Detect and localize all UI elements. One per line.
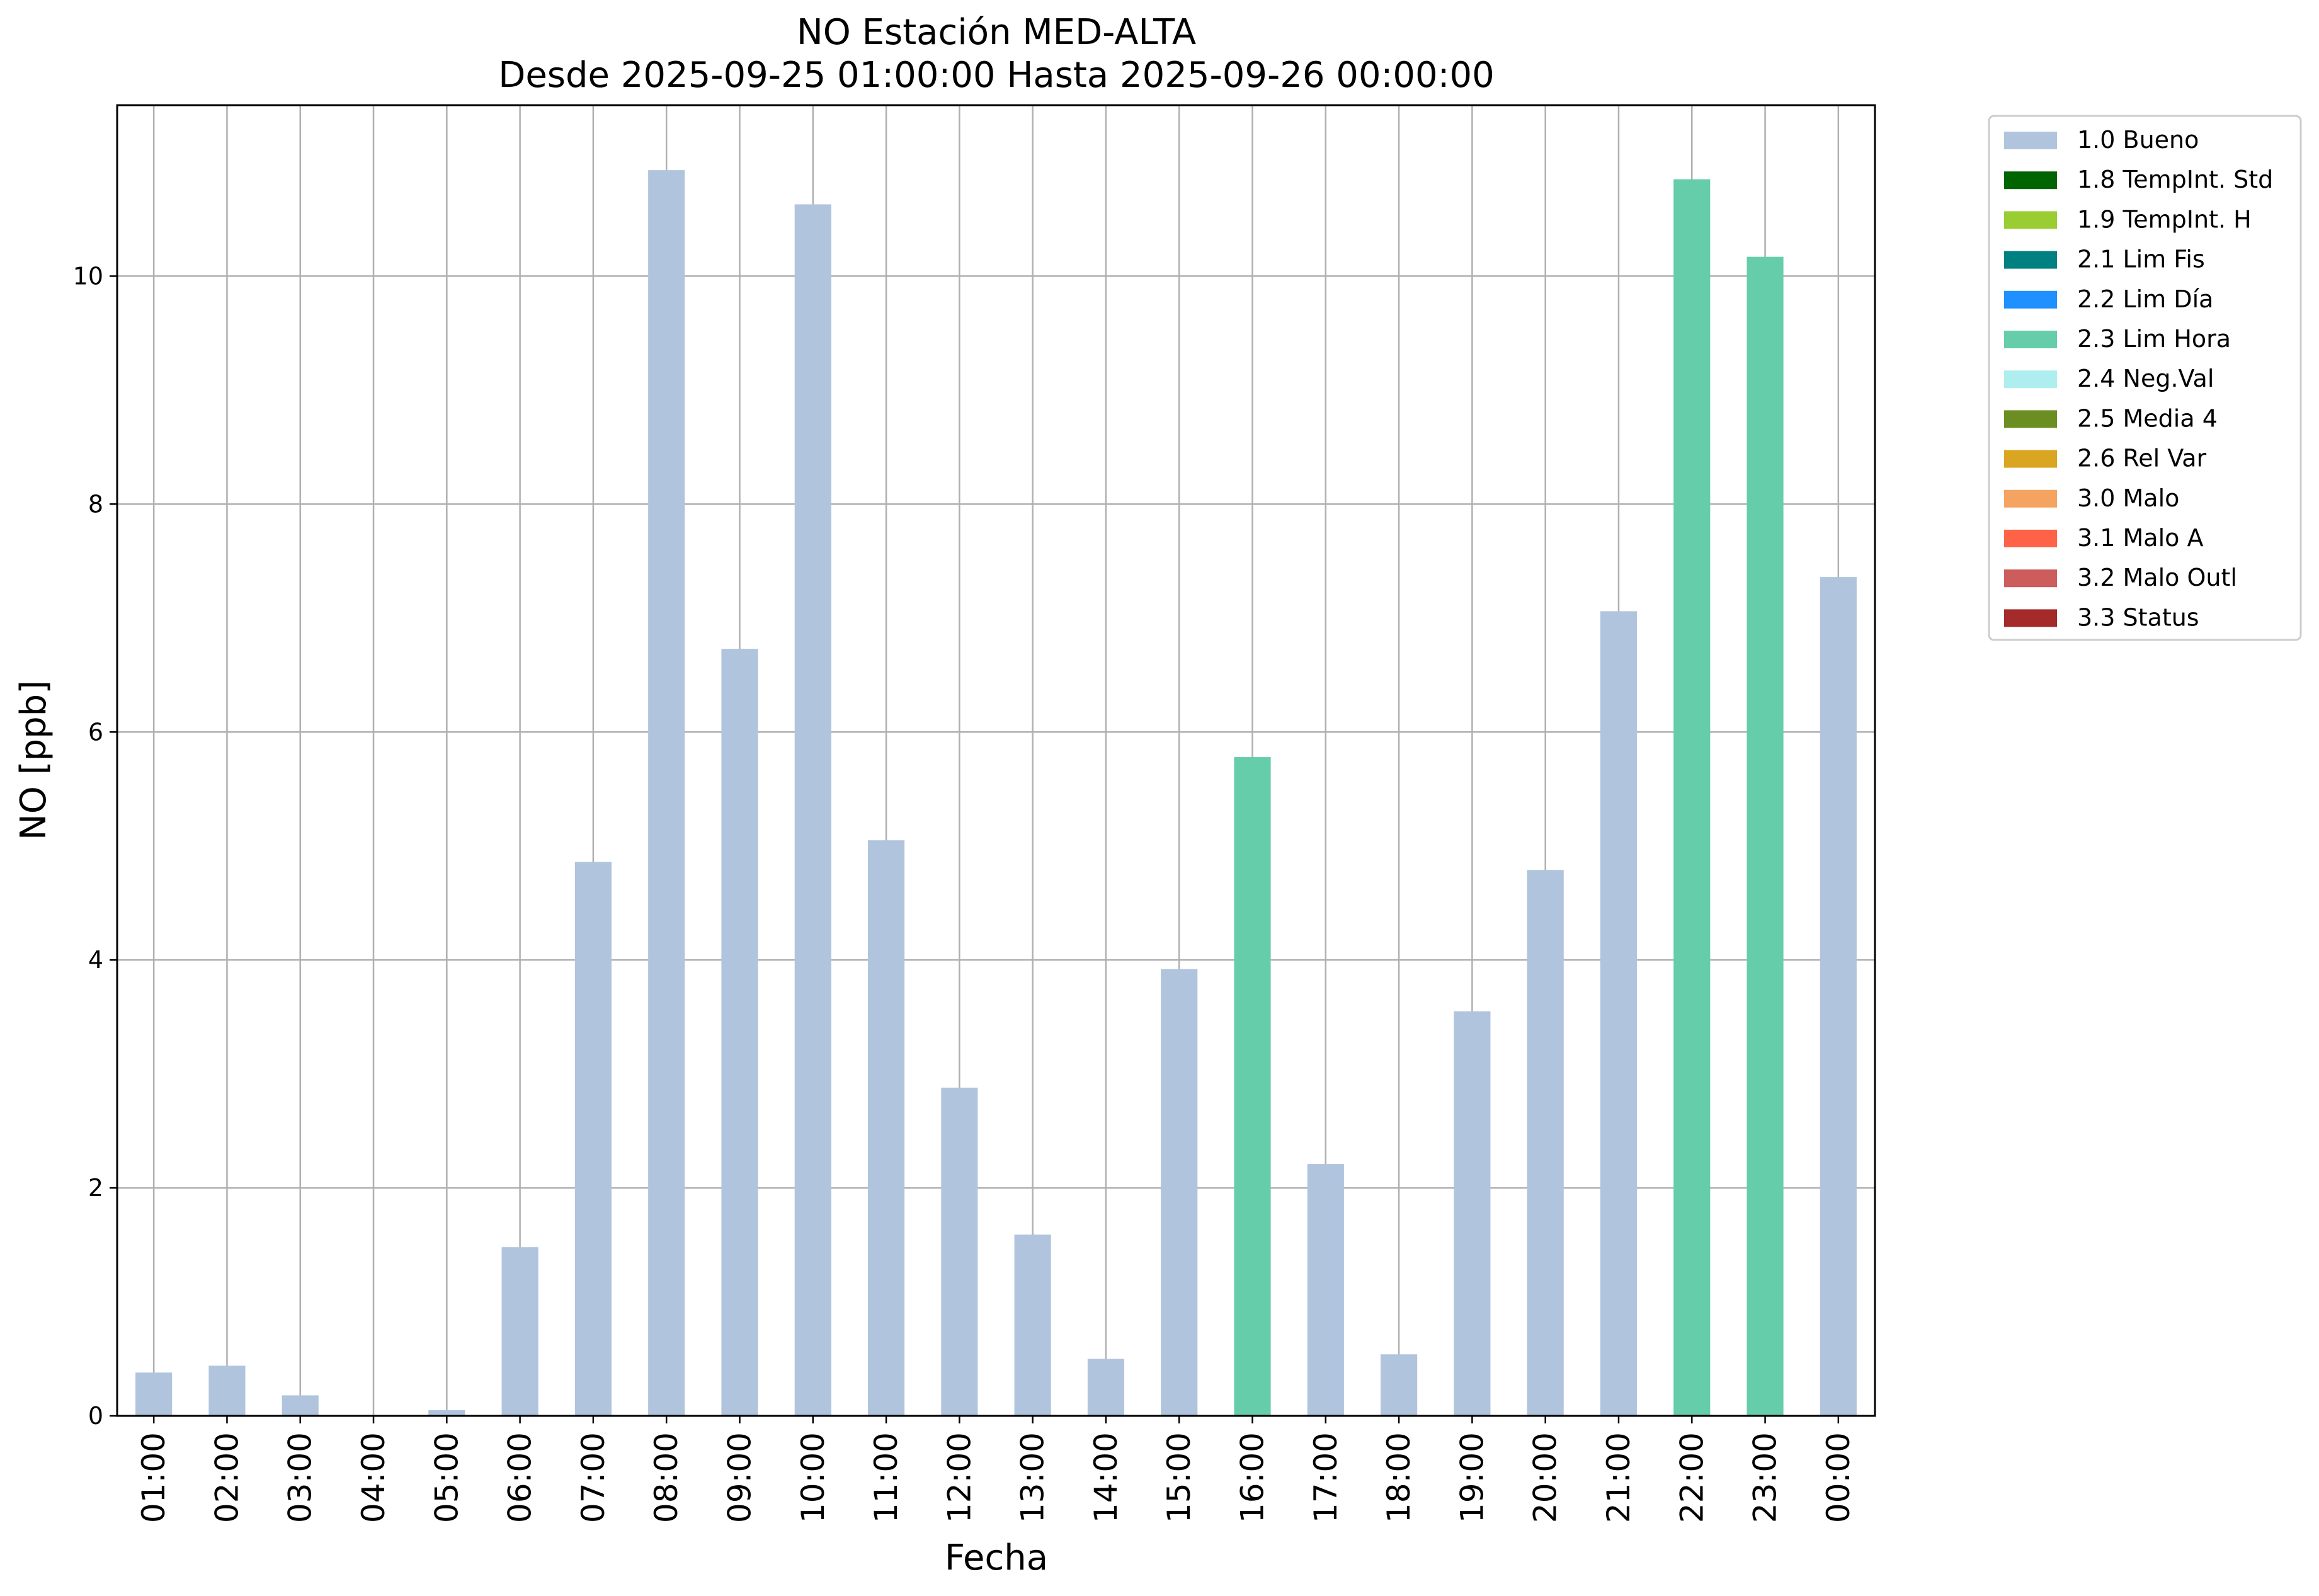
legend-swatch <box>2004 331 2057 348</box>
bar-09:00 <box>721 649 758 1416</box>
y-tick-label: 6 <box>88 718 103 746</box>
x-tick-label: 10:00 <box>795 1432 831 1523</box>
legend: 1.0 Bueno 1.8 TempInt. Std 1.9 TempInt. H 2… <box>1988 115 2302 641</box>
legend-label: 2.5 Media 4 <box>2077 404 2218 432</box>
x-tick-label: 03:00 <box>282 1432 319 1523</box>
x-tick-label: 23:00 <box>1747 1432 1784 1523</box>
legend-box <box>1988 115 2302 641</box>
x-tick-label: 15:00 <box>1161 1432 1197 1523</box>
x-tick-label: 00:00 <box>1820 1432 1857 1523</box>
bar-16:00 <box>1234 757 1271 1416</box>
legend-label: 3.3 Status <box>2077 603 2199 631</box>
bar-21:00 <box>1600 611 1638 1416</box>
y-tick-label: 0 <box>88 1402 103 1430</box>
bar-12:00 <box>941 1087 978 1416</box>
chart-title: NO Estación MED-ALTA <box>797 12 1196 53</box>
y-tick-label: 8 <box>88 490 103 518</box>
x-tick-label: 12:00 <box>941 1432 977 1523</box>
bar-07:00 <box>574 862 612 1416</box>
x-axis-ticks: 01:00 02:00 03:00 04:00 05:00 06:00 07:00 08:00… <box>135 1416 1857 1523</box>
legend-label: 2.4 Neg.Val <box>2077 365 2214 392</box>
y-tick-label: 2 <box>88 1174 103 1202</box>
legend-swatch <box>2004 251 2057 269</box>
bar-02:00 <box>208 1365 246 1416</box>
bar-05:00 <box>428 1410 465 1416</box>
legend-swatch <box>2004 489 2057 508</box>
bar-15:00 <box>1161 969 1198 1416</box>
x-tick-label: 02:00 <box>208 1432 245 1523</box>
legend-label: 2.2 Lim Día <box>2077 285 2213 313</box>
bar-14:00 <box>1087 1359 1125 1416</box>
legend-label: 1.0 Bueno <box>2077 126 2199 154</box>
bars <box>135 170 1857 1416</box>
x-tick-label: 06:00 <box>502 1432 538 1523</box>
chart-subtitle: Desde 2025-09-25 01:00:00 Hasta 2025-09-… <box>498 55 1495 96</box>
legend-swatch <box>2004 370 2057 389</box>
y-tick-label: 10 <box>73 262 103 290</box>
x-tick-label: 19:00 <box>1454 1432 1490 1523</box>
legend-swatch <box>2004 171 2057 190</box>
legend-swatch <box>2004 609 2057 627</box>
bar-18:00 <box>1381 1354 1418 1416</box>
x-tick-label: 17:00 <box>1308 1432 1344 1523</box>
y-axis-label: NO [ppb] <box>13 680 54 840</box>
legend-swatch <box>2004 132 2057 149</box>
legend-swatch <box>2004 211 2057 229</box>
x-tick-label: 21:00 <box>1600 1432 1637 1523</box>
bar-08:00 <box>648 170 685 1416</box>
legend-swatch <box>2004 530 2057 547</box>
x-tick-label: 04:00 <box>355 1432 392 1523</box>
bar-01:00 <box>135 1372 173 1416</box>
bar-23:00 <box>1746 256 1784 1416</box>
bar-10:00 <box>794 204 831 1416</box>
x-tick-label: 18:00 <box>1381 1432 1417 1523</box>
bar-06:00 <box>501 1247 538 1416</box>
x-tick-label: 22:00 <box>1673 1432 1710 1523</box>
bar-17:00 <box>1307 1164 1344 1416</box>
y-axis-ticks: 0 2 4 6 8 10 <box>73 262 117 1430</box>
x-tick-label: 11:00 <box>868 1432 904 1523</box>
legend-swatch <box>2004 569 2057 588</box>
bar-19:00 <box>1454 1011 1491 1416</box>
legend-swatch <box>2004 410 2057 428</box>
bar-03:00 <box>282 1395 319 1416</box>
x-tick-label: 05:00 <box>428 1432 465 1523</box>
bar-13:00 <box>1014 1234 1051 1416</box>
legend-label: 2.3 Lim Hora <box>2077 325 2231 353</box>
x-tick-label: 01:00 <box>135 1432 172 1523</box>
legend-swatch <box>2004 290 2057 309</box>
x-tick-label: 07:00 <box>575 1432 612 1523</box>
bar-20:00 <box>1527 870 1564 1416</box>
x-axis-label: Fecha <box>945 1537 1048 1578</box>
legend-label: 2.6 Rel Var <box>2077 445 2207 472</box>
legend-label: 2.1 Lim Fis <box>2077 246 2205 273</box>
legend-label: 3.2 Malo Outl <box>2077 564 2237 591</box>
legend-label: 1.9 TempInt. H <box>2077 205 2252 233</box>
bar-22:00 <box>1673 179 1711 1416</box>
x-tick-label: 13:00 <box>1015 1432 1051 1523</box>
x-tick-label: 16:00 <box>1234 1432 1271 1523</box>
plot-frame <box>116 104 1876 1417</box>
x-tick-label: 14:00 <box>1088 1432 1124 1523</box>
x-tick-label: 20:00 <box>1527 1432 1564 1523</box>
y-tick-label: 4 <box>88 946 103 974</box>
x-tick-label: 09:00 <box>721 1432 758 1523</box>
x-tick-label: 08:00 <box>648 1432 685 1523</box>
legend-label: 1.8 TempInt. Std <box>2077 166 2273 193</box>
bar-00:00 <box>1820 577 1857 1416</box>
legend-label: 3.0 Malo <box>2077 484 2179 512</box>
legend-label: 3.1 Malo A <box>2077 524 2203 552</box>
bar-11:00 <box>867 840 905 1416</box>
legend-swatch <box>2004 450 2057 468</box>
